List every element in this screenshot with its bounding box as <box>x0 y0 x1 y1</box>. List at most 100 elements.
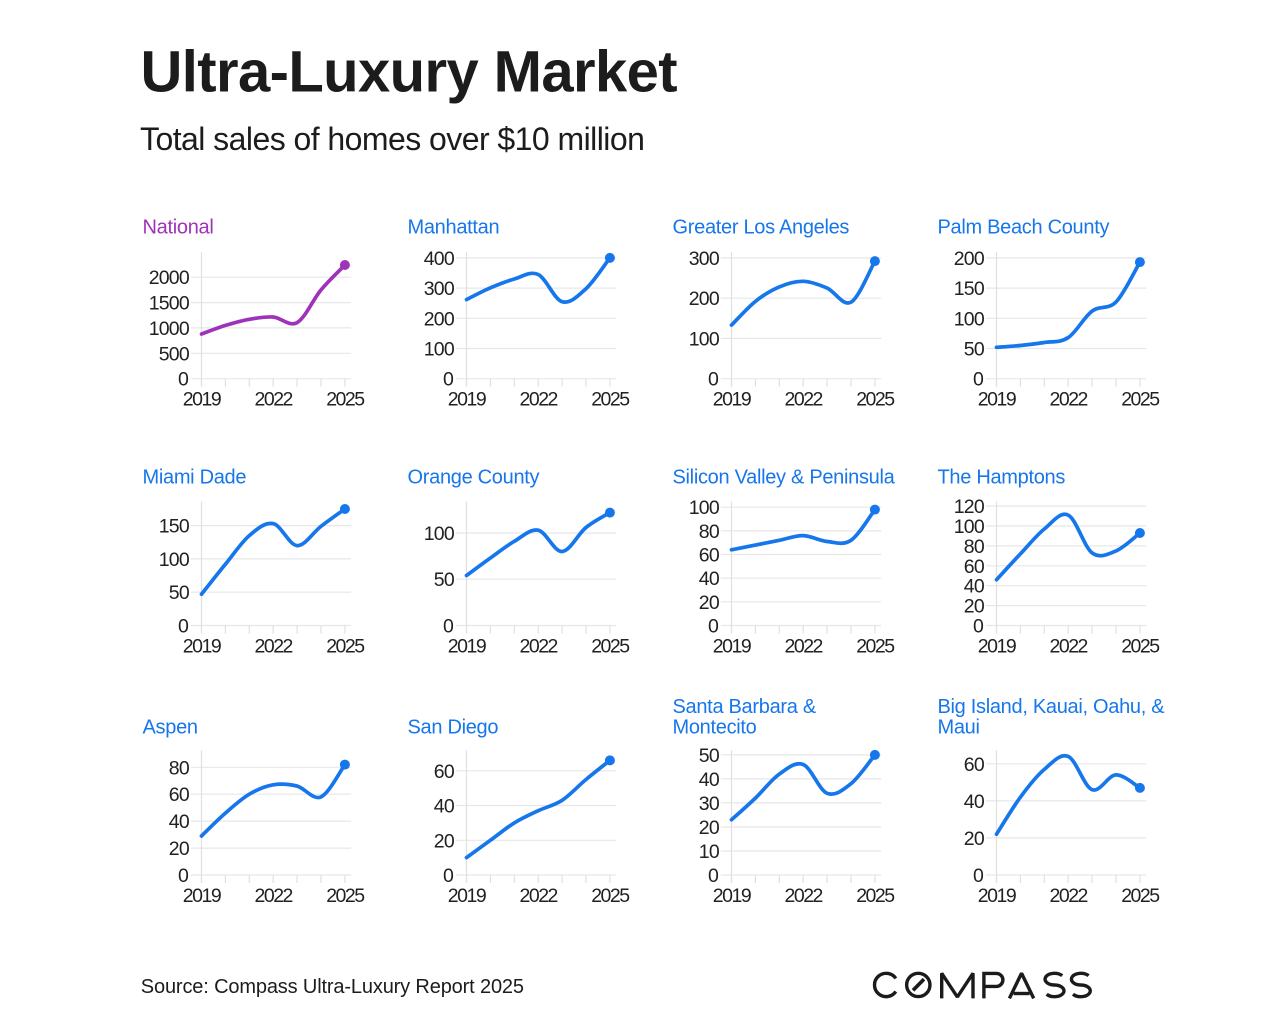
svg-text:2019: 2019 <box>448 389 486 411</box>
svg-text:2025: 2025 <box>326 885 365 907</box>
svg-text:0: 0 <box>443 616 454 638</box>
svg-text:0: 0 <box>708 616 719 638</box>
svg-text:0: 0 <box>973 865 984 887</box>
svg-text:2019: 2019 <box>183 635 221 657</box>
svg-text:Manhattan: Manhattan <box>408 217 500 239</box>
svg-text:The Hamptons: The Hamptons <box>938 466 1066 488</box>
svg-text:2025: 2025 <box>591 389 630 411</box>
svg-text:2019: 2019 <box>978 885 1016 907</box>
svg-text:0: 0 <box>178 616 189 638</box>
svg-text:20: 20 <box>169 838 190 860</box>
svg-text:Total sales of homes over $10: Total sales of homes over $10 million <box>140 121 644 157</box>
svg-text:2022: 2022 <box>785 635 823 657</box>
svg-text:Palm Beach County: Palm Beach County <box>938 217 1110 239</box>
svg-text:2022: 2022 <box>785 885 823 907</box>
svg-text:0: 0 <box>708 865 719 887</box>
svg-text:2019: 2019 <box>183 885 221 907</box>
svg-text:Ultra-Luxury Market: Ultra-Luxury Market <box>141 40 678 105</box>
svg-text:2019: 2019 <box>448 885 486 907</box>
svg-text:0: 0 <box>973 616 984 638</box>
svg-text:National: National <box>143 217 214 239</box>
svg-text:2022: 2022 <box>520 885 558 907</box>
svg-text:Montecito: Montecito <box>673 716 757 738</box>
svg-text:2000: 2000 <box>149 267 190 289</box>
svg-text:20: 20 <box>699 817 720 839</box>
svg-text:100: 100 <box>689 328 720 350</box>
svg-text:20: 20 <box>964 828 985 850</box>
svg-text:120: 120 <box>954 496 985 518</box>
svg-text:1500: 1500 <box>149 293 190 315</box>
svg-text:50: 50 <box>964 339 985 361</box>
svg-text:10: 10 <box>699 841 720 863</box>
svg-text:60: 60 <box>964 556 985 578</box>
svg-text:300: 300 <box>689 248 720 270</box>
svg-text:1000: 1000 <box>149 318 190 340</box>
svg-text:40: 40 <box>699 568 720 590</box>
svg-text:2022: 2022 <box>1050 389 1088 411</box>
svg-text:Silicon Valley & Peninsula: Silicon Valley & Peninsula <box>673 466 896 488</box>
svg-text:300: 300 <box>424 278 455 300</box>
svg-text:Miami Dade: Miami Dade <box>143 466 247 488</box>
svg-text:500: 500 <box>159 343 190 365</box>
svg-text:400: 400 <box>424 248 455 270</box>
svg-text:2025: 2025 <box>591 635 630 657</box>
svg-text:2022: 2022 <box>1050 635 1088 657</box>
svg-text:20: 20 <box>699 592 720 614</box>
svg-text:100: 100 <box>424 523 455 545</box>
svg-text:2022: 2022 <box>255 389 293 411</box>
svg-text:2022: 2022 <box>1050 885 1088 907</box>
svg-text:100: 100 <box>954 516 985 538</box>
svg-text:2022: 2022 <box>520 389 558 411</box>
svg-text:20: 20 <box>434 830 455 852</box>
svg-text:0: 0 <box>178 369 189 391</box>
svg-text:2019: 2019 <box>713 635 751 657</box>
svg-text:20: 20 <box>964 596 985 618</box>
svg-text:2025: 2025 <box>1121 635 1160 657</box>
svg-text:Aspen: Aspen <box>143 716 198 738</box>
svg-text:40: 40 <box>169 811 190 833</box>
svg-text:60: 60 <box>434 761 455 783</box>
svg-text:50: 50 <box>699 745 720 767</box>
svg-text:150: 150 <box>954 278 985 300</box>
svg-text:2022: 2022 <box>255 635 293 657</box>
svg-text:200: 200 <box>689 288 720 310</box>
svg-text:0: 0 <box>443 369 454 391</box>
svg-text:60: 60 <box>699 545 720 567</box>
svg-text:80: 80 <box>169 757 190 779</box>
svg-text:80: 80 <box>699 521 720 543</box>
svg-text:60: 60 <box>964 754 985 776</box>
svg-text:2025: 2025 <box>591 885 630 907</box>
svg-text:2019: 2019 <box>713 885 751 907</box>
svg-text:100: 100 <box>159 549 190 571</box>
svg-text:Orange County: Orange County <box>408 466 540 488</box>
svg-text:200: 200 <box>954 248 985 270</box>
svg-text:2025: 2025 <box>856 885 895 907</box>
svg-text:2025: 2025 <box>1121 885 1160 907</box>
svg-text:2025: 2025 <box>326 389 365 411</box>
svg-text:2025: 2025 <box>856 635 895 657</box>
svg-text:Maui: Maui <box>938 716 980 738</box>
svg-text:2022: 2022 <box>785 389 823 411</box>
svg-text:40: 40 <box>434 796 455 818</box>
svg-text:100: 100 <box>689 497 720 519</box>
svg-text:Source: Compass Ultra-Luxury R: Source: Compass Ultra-Luxury Report 2025 <box>141 976 524 998</box>
svg-text:150: 150 <box>159 516 190 538</box>
svg-text:0: 0 <box>178 865 189 887</box>
svg-text:40: 40 <box>699 769 720 791</box>
svg-text:Greater Los Angeles: Greater Los Angeles <box>673 217 850 239</box>
svg-text:2019: 2019 <box>713 389 751 411</box>
svg-text:50: 50 <box>434 569 455 591</box>
svg-text:Santa Barbara &: Santa Barbara & <box>673 696 817 718</box>
svg-text:2019: 2019 <box>978 389 1016 411</box>
svg-text:2022: 2022 <box>520 635 558 657</box>
svg-text:200: 200 <box>424 308 455 330</box>
svg-text:2025: 2025 <box>326 635 365 657</box>
svg-text:2025: 2025 <box>856 389 895 411</box>
svg-text:80: 80 <box>964 536 985 558</box>
svg-text:2022: 2022 <box>255 885 293 907</box>
svg-text:50: 50 <box>169 582 190 604</box>
svg-text:60: 60 <box>169 784 190 806</box>
svg-text:2019: 2019 <box>448 635 486 657</box>
svg-text:0: 0 <box>973 369 984 391</box>
svg-text:San Diego: San Diego <box>408 716 499 738</box>
